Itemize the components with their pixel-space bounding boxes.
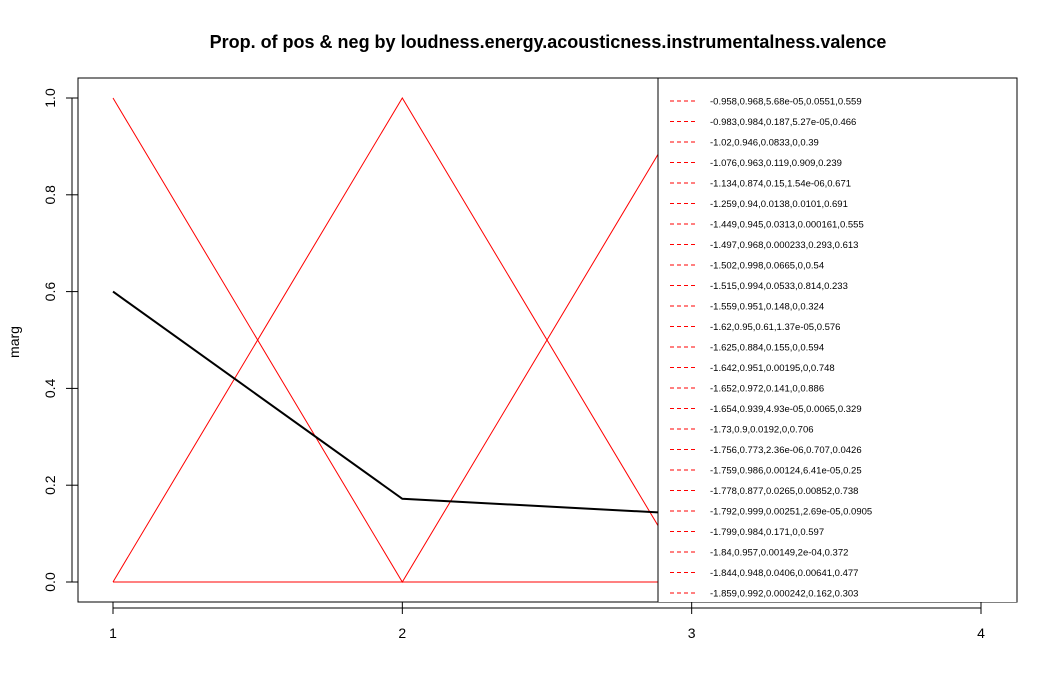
legend-entry-label: -1.62,0.95,0.61,1.37e-05,0.576 (710, 322, 840, 333)
legend-entry-label: -1.859,0.992,0.000242,0.162,0.303 (710, 589, 858, 600)
legend-entry-label: -1.625,0.884,0.155,0,0.594 (710, 343, 824, 354)
y-tick-label: 0.4 (42, 378, 58, 398)
x-tick-label: 4 (977, 625, 985, 641)
legend-entry-label: -1.559,0.951,0.148,0,0.324 (710, 302, 824, 313)
legend-entry-label: -1.792,0.999,0.00251,2.69e-05,0.0905 (710, 507, 872, 518)
y-tick-label: 0.6 (42, 282, 58, 302)
y-tick-label: 0.0 (42, 572, 58, 592)
legend-entry-label: -1.076,0.963,0.119,0.909,0.239 (710, 158, 842, 169)
legend-entry-label: -1.844,0.948,0.0406,0.00641,0.477 (710, 568, 858, 579)
y-tick-label: 0.8 (42, 185, 58, 205)
legend-entry-label: -1.84,0.957,0.00149,2e-04,0.372 (710, 548, 848, 559)
legend-entry-label: -1.497,0.968,0.000233,0.293,0.613 (710, 240, 858, 251)
x-tick-label: 3 (688, 625, 696, 641)
legend-entry-label: -1.259,0.94,0.0138,0.0101,0.691 (710, 199, 848, 210)
legend-entry-label: -1.642,0.951,0.00195,0,0.748 (710, 363, 835, 374)
legend-entry-label: -0.983,0.984,0.187,5.27e-05,0.466 (710, 117, 856, 128)
legend-entry-label: -1.515,0.994,0.0533,0.814,0.233 (710, 281, 848, 292)
legend-entry-label: -1.502,0.998,0.0665,0,0.54 (710, 261, 824, 272)
legend-entry-label: -1.654,0.939,4.93e-05,0.0065,0.329 (710, 404, 862, 415)
y-tick-label: 0.2 (42, 475, 58, 495)
y-axis-title: marg (6, 326, 22, 358)
legend-entry-label: -1.02,0.946,0.0833,0,0.39 (710, 138, 819, 149)
legend: -0.958,0.968,5.68e-05,0.0551,0.559 -0.983… (657, 77, 1018, 602)
axes-layer: 1 2 3 4 0.0 0.2 0.4 0.6 0.8 1.0 (42, 88, 985, 641)
legend-background (658, 78, 1017, 602)
legend-entry-label: -1.652,0.972,0.141,0,0.886 (710, 384, 824, 395)
legend-entry-label: -1.449,0.945,0.0313,0.000161,0.555 (710, 220, 864, 231)
legend-entry-label: -1.73,0.9,0.0192,0,0.706 (710, 425, 814, 436)
legend-entry-label: -0.958,0.968,5.68e-05,0.0551,0.559 (710, 97, 862, 108)
x-tick-label: 2 (398, 625, 406, 641)
legend-entry-label: -1.759,0.986,0.00124,6.41e-05,0.25 (710, 466, 862, 477)
marginal-series-line (112, 290, 658, 514)
legend-entry-label: -1.756,0.773,2.36e-06,0.707,0.0426 (710, 445, 862, 456)
chart-title: Prop. of pos & neg by loudness.energy.ac… (210, 32, 887, 52)
legend-entry-label: -1.134,0.874,0.15,1.54e-06,0.671 (710, 179, 851, 190)
legend-entry-label: -1.799,0.984,0.171,0,0.597 (710, 527, 824, 538)
legend-entry-label: -1.778,0.877,0.0265,0.00852,0.738 (710, 486, 858, 497)
x-tick-label: 1 (109, 625, 117, 641)
red-series-line-2 (112, 97, 658, 583)
y-tick-label: 1.0 (42, 88, 58, 108)
series-layer (112, 97, 658, 583)
